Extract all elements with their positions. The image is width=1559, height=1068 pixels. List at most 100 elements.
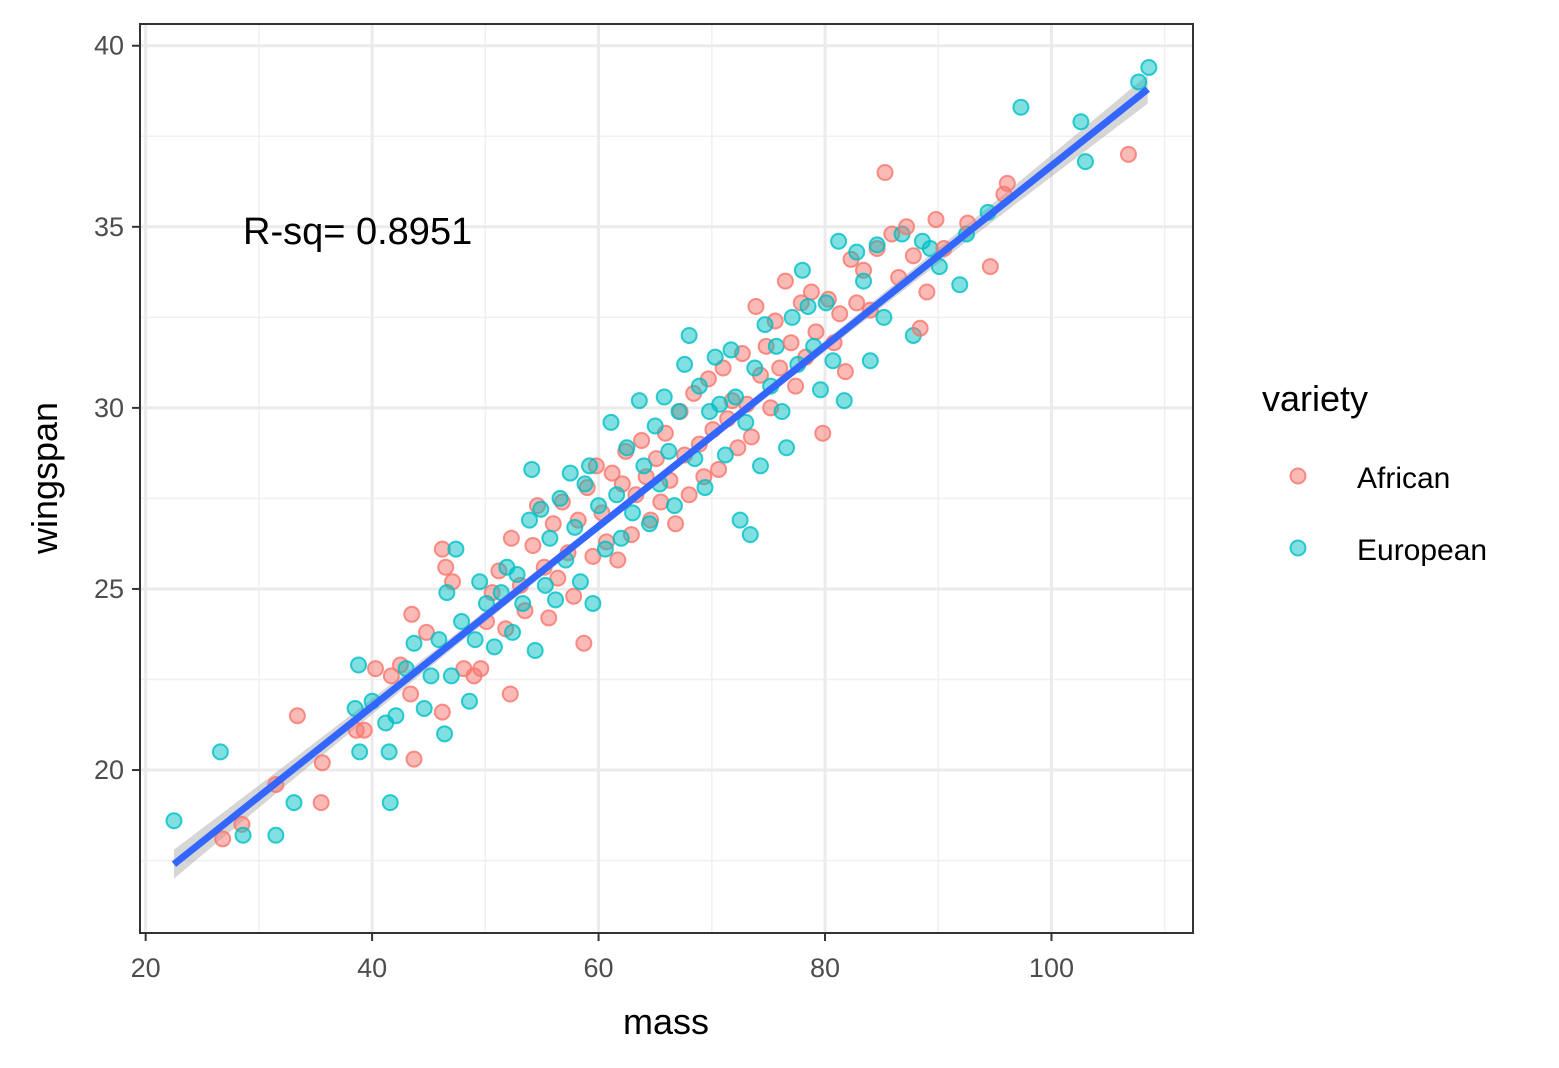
point-african — [609, 551, 627, 569]
point-european — [415, 699, 433, 717]
point-european — [612, 529, 630, 547]
point-european — [1076, 153, 1094, 171]
point-african — [904, 247, 922, 265]
point-african — [575, 634, 593, 652]
point-european — [690, 377, 708, 395]
point-european — [466, 631, 484, 649]
point-african — [437, 558, 455, 576]
point-african — [836, 363, 854, 381]
point-african — [927, 211, 945, 229]
point-european — [608, 486, 626, 504]
point-european — [541, 529, 559, 547]
point-european — [751, 457, 769, 475]
point-african — [312, 794, 330, 812]
point-european — [696, 479, 714, 497]
point-european — [442, 667, 460, 685]
point-african — [313, 754, 331, 772]
point-european — [875, 308, 893, 326]
point-european — [670, 403, 688, 421]
point-european — [1012, 98, 1030, 116]
point-european — [267, 826, 285, 844]
point-european — [706, 348, 724, 366]
point-european — [680, 326, 698, 344]
legend-item-european: European — [1289, 534, 1487, 567]
point-european — [1130, 73, 1148, 91]
point-european — [646, 417, 664, 435]
legend-key-european — [1289, 539, 1307, 557]
point-african — [633, 431, 651, 449]
point-african — [544, 515, 562, 533]
point-european — [387, 707, 405, 725]
point-african — [1119, 145, 1137, 163]
point-european — [731, 511, 749, 529]
point-african — [288, 707, 306, 725]
point-african — [710, 460, 728, 478]
point-european — [618, 439, 636, 457]
y-axis-ticks: 20 25 30 35 40 — [94, 31, 140, 785]
point-european — [551, 489, 569, 507]
point-european — [746, 359, 764, 377]
point-african — [603, 464, 621, 482]
x-tick-label: 60 — [584, 953, 614, 983]
point-european — [602, 413, 620, 431]
point-african — [787, 377, 805, 395]
point-african — [747, 297, 765, 315]
point-african — [382, 667, 400, 685]
point-european — [165, 812, 183, 830]
legend-label-european: European — [1357, 534, 1487, 567]
y-tick-label: 30 — [94, 393, 124, 423]
point-african — [502, 529, 520, 547]
point-european — [350, 656, 368, 674]
point-european — [817, 294, 835, 312]
point-european — [835, 392, 853, 410]
point-african — [742, 428, 760, 446]
point-european — [778, 439, 796, 457]
point-african — [680, 486, 698, 504]
point-european — [830, 232, 848, 250]
point-european — [485, 638, 503, 656]
x-tick-label: 80 — [810, 953, 840, 983]
point-european — [438, 584, 456, 602]
point-european — [381, 794, 399, 812]
point-european — [665, 497, 683, 515]
point-european — [635, 457, 653, 475]
point-european — [422, 667, 440, 685]
y-tick-label: 20 — [94, 755, 124, 785]
point-african — [501, 685, 519, 703]
x-tick-label: 20 — [131, 953, 161, 983]
point-european — [596, 540, 614, 558]
y-axis-title: wingspan — [24, 402, 65, 555]
point-european — [447, 540, 465, 558]
point-european — [351, 743, 369, 761]
point-european — [211, 743, 229, 761]
point-european — [716, 446, 734, 464]
point-african — [998, 174, 1016, 192]
point-african — [472, 660, 490, 678]
legend-title: variety — [1262, 378, 1368, 419]
point-european — [523, 460, 541, 478]
point-european — [526, 642, 544, 660]
point-european — [641, 515, 659, 533]
point-european — [741, 526, 759, 544]
point-european — [722, 341, 740, 359]
point-european — [590, 497, 608, 515]
legend-label-african: African — [1357, 462, 1450, 495]
point-african — [405, 750, 423, 768]
point-african — [584, 547, 602, 565]
point-african — [549, 569, 567, 587]
point-european — [727, 388, 745, 406]
point-european — [1072, 113, 1090, 131]
point-european — [793, 261, 811, 279]
point-european — [561, 464, 579, 482]
point-african — [782, 334, 800, 352]
point-european — [868, 236, 886, 254]
point-european — [471, 573, 489, 591]
point-european — [811, 381, 829, 399]
point-african — [876, 163, 894, 181]
point-african — [403, 605, 421, 623]
point-european — [737, 413, 755, 431]
point-european — [536, 576, 554, 594]
point-european — [504, 623, 522, 641]
point-european — [453, 613, 471, 631]
